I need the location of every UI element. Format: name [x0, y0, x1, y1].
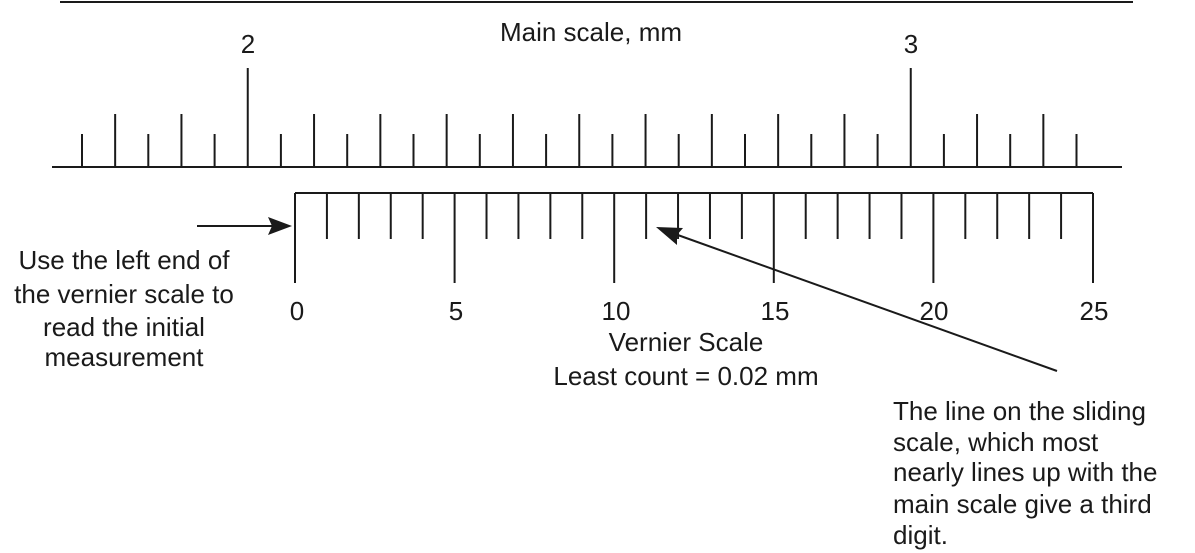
- right-annotation-line-5: digit.: [893, 520, 948, 550]
- vernier-label-25: 25: [1080, 296, 1109, 326]
- right-annotation-line-1: The line on the sliding: [893, 396, 1146, 426]
- vernier-label-10: 10: [602, 296, 631, 326]
- vernier-label-15: 15: [761, 296, 790, 326]
- left-annotation: Use the left end of the vernier scale to…: [14, 245, 234, 372]
- left-annotation-line-4: measurement: [45, 342, 205, 372]
- right-annotation-line-4: main scale give a third: [893, 489, 1152, 519]
- right-annotation: The line on the sliding scale, which mos…: [893, 396, 1157, 550]
- main-scale-label-2: 2: [241, 29, 255, 59]
- alignment-arrow: [656, 227, 1058, 372]
- vernier-label-0: 0: [290, 296, 304, 326]
- vernier-label-20: 20: [920, 296, 949, 326]
- vernier-scale-title: Vernier Scale: [609, 327, 764, 357]
- left-annotation-line-2: the vernier scale to: [14, 279, 234, 309]
- vernier-scale-ticks: [325, 193, 1063, 283]
- right-annotation-line-2: scale, which most: [893, 427, 1099, 457]
- left-annotation-line-3: read the initial: [43, 312, 205, 342]
- main-scale-label-3: 3: [904, 29, 918, 59]
- right-annotation-line-3: nearly lines up with the: [893, 457, 1157, 487]
- main-scale-title: Main scale, mm: [500, 17, 682, 47]
- left-annotation-line-1: Use the left end of: [18, 245, 230, 275]
- vernier-label-5: 5: [449, 296, 463, 326]
- least-count-label: Least count = 0.02 mm: [553, 361, 818, 391]
- main-scale-ticks: [81, 68, 1078, 167]
- left-arrow: [197, 217, 292, 235]
